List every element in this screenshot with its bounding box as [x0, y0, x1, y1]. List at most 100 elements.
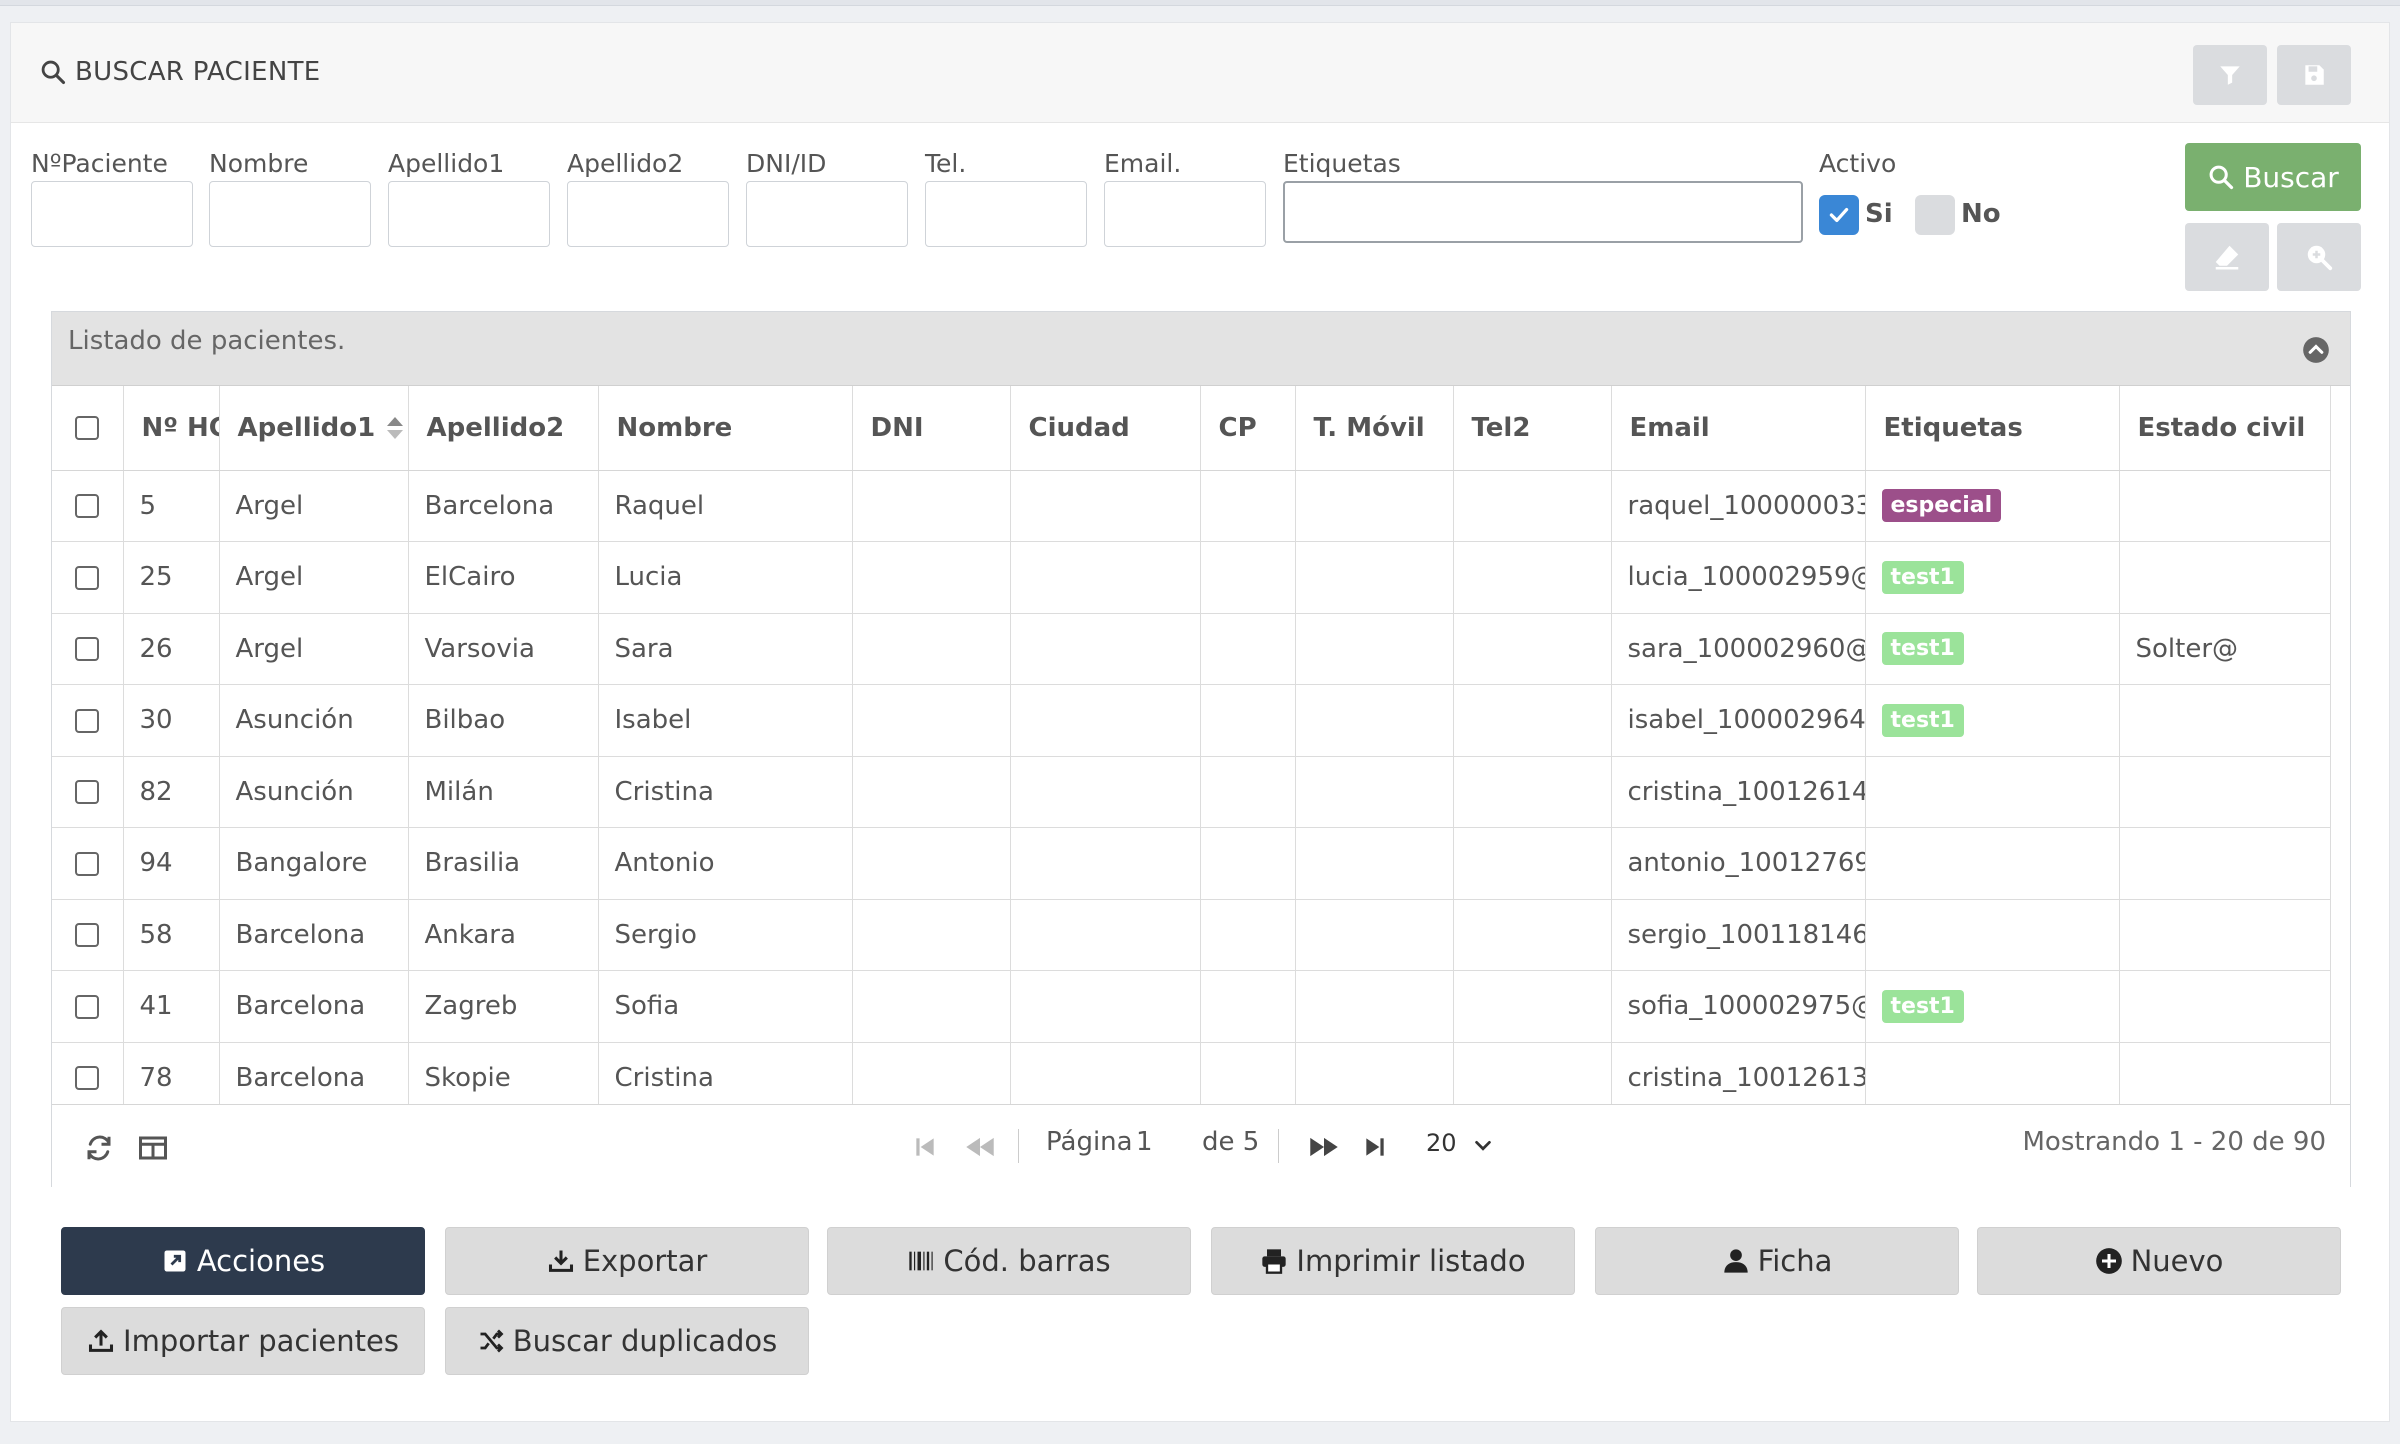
last-page-icon[interactable]	[1362, 1133, 1388, 1161]
cell-nombre: Antonio	[598, 827, 853, 900]
tel-input[interactable]	[925, 181, 1087, 247]
activo-no-checkbox[interactable]	[1915, 195, 1955, 235]
table-row[interactable]: 94 Bangalore Brasilia Antonio antonio_100127…	[52, 827, 2331, 900]
col-header-etiquetas[interactable]: Etiquetas	[1865, 386, 2120, 471]
row-checkbox-cell[interactable]	[52, 899, 124, 971]
table-row[interactable]: 82 Asunción Milán Cristina cristina_10012614…	[52, 756, 2331, 828]
clear-filters-button[interactable]	[2185, 223, 2269, 291]
row-checkbox[interactable]	[75, 565, 100, 590]
table-header-row: Nº HC Apellido1 Apellido2 Nombre DNI Ciu…	[52, 386, 2331, 471]
col-header-tel2[interactable]: Tel2	[1453, 386, 1612, 471]
activo-si-checkbox[interactable]	[1819, 195, 1859, 235]
cell-cp	[1200, 541, 1296, 614]
npaciente-input[interactable]	[31, 181, 193, 247]
prev-page-icon[interactable]	[964, 1133, 996, 1161]
row-checkbox[interactable]	[75, 637, 100, 662]
first-page-icon[interactable]	[912, 1133, 938, 1161]
table-row[interactable]: 78 Barcelona Skopie Cristina cristina_100126…	[52, 1042, 2331, 1114]
col-header-cp[interactable]: CP	[1200, 386, 1296, 471]
email-input[interactable]	[1104, 181, 1266, 247]
cell-cp	[1200, 827, 1296, 900]
col-header-ciudad[interactable]: Ciudad	[1010, 386, 1201, 471]
row-checkbox-cell[interactable]	[52, 1042, 124, 1114]
col-header-email[interactable]: Email	[1611, 386, 1866, 471]
cell-etiquetas	[1865, 756, 2120, 828]
col-header-apellido2[interactable]: Apellido2	[408, 386, 599, 471]
dni-input[interactable]	[746, 181, 908, 247]
cell-tel2	[1453, 827, 1612, 900]
save-filter-button[interactable]	[2277, 45, 2351, 105]
apellido2-input[interactable]	[567, 181, 729, 247]
row-checkbox-cell[interactable]	[52, 470, 124, 542]
col-header-tmovil[interactable]: T. Móvil	[1295, 386, 1454, 471]
cell-hc: 82	[123, 756, 220, 828]
cell-apellido2: Brasilia	[408, 827, 599, 900]
etiquetas-input[interactable]	[1283, 181, 1803, 243]
cell-tmovil	[1295, 1042, 1454, 1114]
col-header-apellido1[interactable]: Apellido1	[219, 386, 409, 471]
search-icon	[2209, 165, 2234, 190]
imprimir-button[interactable]: Imprimir listado	[1211, 1227, 1575, 1295]
row-checkbox[interactable]	[75, 923, 100, 948]
table-row[interactable]: 26 Argel Varsovia Sara sara_100002960@n test1…	[52, 613, 2331, 685]
refresh-icon[interactable]	[84, 1133, 114, 1163]
col-header-dni[interactable]: DNI	[852, 386, 1011, 471]
collapse-icon[interactable]	[2302, 336, 2330, 364]
col-header-nhc[interactable]: Nº HC	[123, 386, 220, 471]
nuevo-button[interactable]: Nuevo	[1977, 1227, 2341, 1295]
cell-apellido2: Skopie	[408, 1042, 599, 1114]
sort-icon	[387, 417, 404, 440]
cell-tel2	[1453, 1042, 1612, 1114]
cell-apellido1: Barcelona	[219, 970, 409, 1043]
row-checkbox-cell[interactable]	[52, 827, 124, 900]
importar-button[interactable]: Importar pacientes	[61, 1307, 425, 1375]
row-checkbox[interactable]	[75, 851, 100, 876]
eraser-icon	[2215, 245, 2239, 270]
tag-badge: test1	[1881, 703, 1964, 737]
cell-apellido1: Barcelona	[219, 899, 409, 971]
cell-dni	[852, 470, 1011, 542]
row-checkbox-cell[interactable]	[52, 613, 124, 685]
cell-ciudad	[1010, 899, 1201, 971]
cod-barras-button[interactable]: Cód. barras	[827, 1227, 1191, 1295]
row-checkbox[interactable]	[75, 780, 100, 805]
row-checkbox-cell[interactable]	[52, 756, 124, 828]
row-checkbox[interactable]	[75, 1066, 100, 1091]
col-header-estado-civil[interactable]: Estado civil	[2119, 386, 2331, 471]
buscar-button[interactable]: Buscar	[2185, 143, 2361, 211]
ficha-button[interactable]: Ficha	[1595, 1227, 1959, 1295]
cell-tel2	[1453, 756, 1612, 828]
row-checkbox[interactable]	[75, 708, 100, 733]
ficha-label: Ficha	[1757, 1244, 1833, 1278]
barcode-icon	[909, 1251, 934, 1271]
select-all-checkbox-cell[interactable]	[52, 386, 124, 471]
col-header-nombre[interactable]: Nombre	[598, 386, 853, 471]
row-checkbox-cell[interactable]	[52, 970, 124, 1043]
duplicados-button[interactable]: Buscar duplicados	[445, 1307, 809, 1375]
exportar-button[interactable]: Exportar	[445, 1227, 809, 1295]
page-size-select[interactable]: 20	[1426, 1129, 1457, 1157]
cell-email: sergio_100118146@	[1611, 899, 1866, 971]
page-input[interactable]: 1	[1136, 1127, 1153, 1157]
select-all-checkbox[interactable]	[75, 416, 100, 441]
chevron-down-icon[interactable]	[1472, 1135, 1494, 1157]
grid-caption-text: Listado de pacientes.	[68, 326, 346, 356]
next-page-icon[interactable]	[1308, 1133, 1340, 1161]
nombre-input[interactable]	[209, 181, 371, 247]
cell-apellido2: Ankara	[408, 899, 599, 971]
row-checkbox-cell[interactable]	[52, 541, 124, 614]
advanced-search-button[interactable]	[2277, 223, 2361, 291]
acciones-button[interactable]: Acciones	[61, 1227, 425, 1295]
row-checkbox[interactable]	[75, 994, 100, 1019]
apellido1-input[interactable]	[388, 181, 550, 247]
row-checkbox-cell[interactable]	[52, 684, 124, 757]
filter-button[interactable]	[2193, 45, 2267, 105]
row-checkbox[interactable]	[75, 494, 100, 519]
columns-icon[interactable]	[138, 1133, 168, 1163]
cell-tel2	[1453, 899, 1612, 971]
